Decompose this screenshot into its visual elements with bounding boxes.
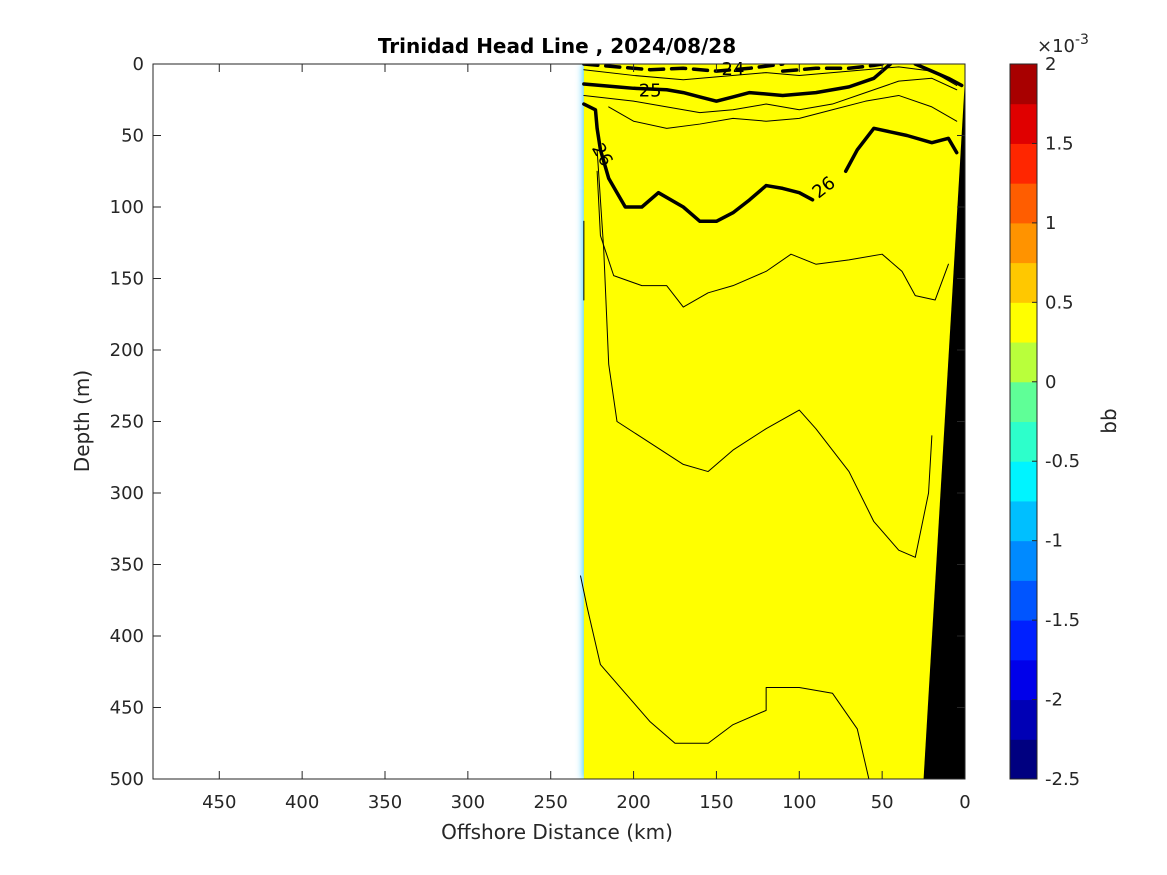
contour-sigma-26-6	[596, 149, 933, 558]
colorbar-exponent: ×10-3	[1037, 32, 1089, 57]
contour-sigma-26-4	[596, 170, 949, 308]
x-axis-label: Offshore Distance (km)	[441, 820, 673, 844]
colorbar-segment	[1010, 739, 1037, 780]
contour-sigma-24-dash-a	[582, 64, 785, 73]
colorbar-segment	[1010, 183, 1037, 224]
x-tick-label: 300	[451, 792, 485, 813]
x-tick-label: 450	[202, 792, 236, 813]
colorbar-segment	[1010, 461, 1037, 502]
colorbar-segment	[1010, 620, 1037, 661]
y-tick-label: 450	[110, 698, 144, 719]
contour-sigma-25	[582, 64, 893, 103]
x-tick-label: 50	[871, 792, 894, 813]
density-contours	[580, 64, 964, 779]
bb-field	[583, 64, 965, 779]
y-tick-label: 150	[110, 269, 144, 290]
contour-sigma-25-end	[913, 64, 964, 88]
field-region-mid-yellow	[583, 64, 965, 779]
colorbar-tick-label: 1.5	[1045, 133, 1074, 154]
colorbar-tick-label: -2.5	[1045, 769, 1080, 790]
colorbar-ticks: 2 1.5 1 0.5 0 -0.5 -1 -1.5 -2 -2.5	[1032, 54, 1080, 790]
contour-sigma-26-left	[582, 102, 815, 224]
colorbar-tick-label: -1.5	[1045, 610, 1080, 631]
contour-sigma-24-dash-b	[780, 64, 884, 73]
y-tick-label: 100	[110, 197, 144, 218]
colorbar-tick-label: -1	[1045, 531, 1063, 552]
colorbar-segment	[1010, 540, 1037, 581]
x-axis: 450 400 350 300 250 200 150 100 50 0	[202, 64, 971, 813]
colorbar-tick-label: 0	[1045, 372, 1056, 393]
colorbar-tick-label: -2	[1045, 690, 1063, 711]
colorbar-label: bb	[1097, 408, 1121, 433]
y-tick-label: 250	[110, 412, 144, 433]
colorbar-segment	[1010, 659, 1037, 701]
colorbar-segment	[1010, 381, 1037, 422]
y-tick-label: 300	[110, 483, 144, 504]
colorbar-tick-label: -0.5	[1045, 451, 1080, 472]
contour-sigma-25-5-thin	[608, 94, 958, 129]
colorbar-segment	[1010, 342, 1037, 383]
contour-label-1: 25	[639, 80, 662, 101]
contour-sigma-26-7	[580, 575, 870, 779]
colorbar-segment	[1010, 64, 1037, 105]
colorbar-tick-label: 1	[1045, 213, 1056, 234]
colorbar-segment	[1010, 143, 1037, 184]
contour-sigma-26-right	[843, 126, 959, 173]
bathymetry-layer	[923, 78, 965, 779]
y-tick-label: 0	[133, 54, 144, 75]
colorbar-frame	[1009, 63, 1038, 780]
contour-sigma-25-thin	[583, 77, 958, 114]
y-tick-label: 350	[110, 555, 144, 576]
colorbar-tick-label: 0.5	[1045, 292, 1074, 313]
y-tick-label: 500	[110, 769, 144, 790]
colorbar	[1010, 64, 1037, 780]
y-tick-label: 200	[110, 340, 144, 361]
x-tick-label: 100	[782, 792, 816, 813]
colorbar-segment	[1010, 222, 1037, 264]
x-tick-label: 150	[699, 792, 733, 813]
colorbar-tick-label: 2	[1045, 54, 1056, 75]
x-tick-label: 0	[959, 792, 970, 813]
y-tick-label: 50	[121, 126, 144, 147]
colorbar-segment	[1010, 302, 1037, 343]
y-tick-label: 400	[110, 626, 144, 647]
x-tick-label: 400	[285, 792, 319, 813]
x-tick-label: 200	[616, 792, 650, 813]
x-tick-label: 250	[534, 792, 568, 813]
x-tick-label: 350	[368, 792, 402, 813]
y-axis: 0 50 100 150 200 250 300 350 400 450 500	[110, 54, 965, 790]
contour-sigma-24-thin-a	[583, 66, 958, 86]
chart-title: Trinidad Head Line , 2024/08/28	[378, 34, 736, 58]
colorbar-segment	[1010, 699, 1037, 740]
seafloor-polygon	[923, 78, 965, 779]
colorbar-segment	[1010, 500, 1037, 542]
y-axis-label: Depth (m)	[70, 370, 94, 472]
colorbar-segment	[1010, 103, 1037, 144]
colorbar-segment	[1010, 421, 1037, 462]
contour-label-0: 24	[722, 59, 745, 80]
colorbar-segment	[1010, 580, 1037, 621]
colorbar-segment	[1010, 262, 1037, 303]
